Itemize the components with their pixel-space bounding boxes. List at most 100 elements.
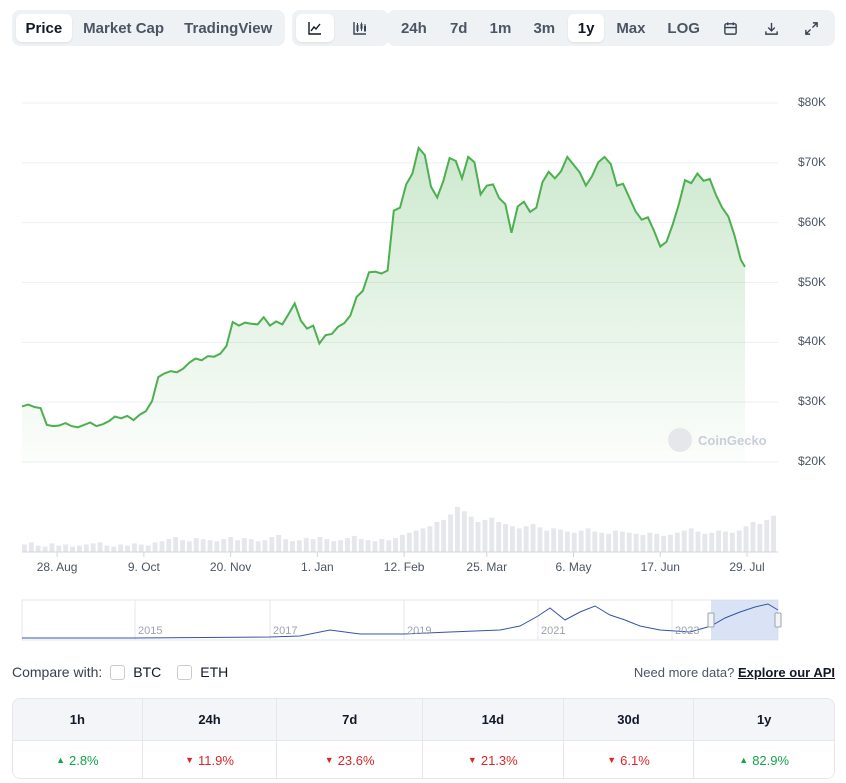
navigator-frame <box>21 599 779 641</box>
navigator-year-label: 2015 <box>138 625 163 637</box>
volume-bar <box>674 532 680 552</box>
caret-down-icon: ▼ <box>185 755 195 765</box>
tab-price[interactable]: Price <box>16 14 72 42</box>
volume-bar <box>558 529 563 552</box>
performance-percent: 21.3% <box>480 752 518 768</box>
navigator-year-label: 2023 <box>675 625 700 637</box>
volume-bar <box>482 519 488 552</box>
price-chart-svg[interactable] <box>0 60 846 650</box>
navigator-handle[interactable] <box>707 612 715 628</box>
range-log[interactable]: LOG <box>667 19 700 37</box>
compare-eth-checkbox[interactable]: ETH <box>177 664 228 680</box>
volume-bar <box>83 544 89 552</box>
volume-bar <box>400 534 405 552</box>
watermark-text: CoinGecko <box>698 432 767 448</box>
volume-bar <box>709 532 715 552</box>
chart-toolbar: Price Market Cap TradingView 24h 7d 1m 3… <box>12 10 835 46</box>
chart-type-group <box>292 10 389 46</box>
volume-bar <box>70 546 75 552</box>
navigator[interactable] <box>21 599 782 641</box>
checkbox-box[interactable] <box>177 664 193 680</box>
volume-bar <box>537 527 543 552</box>
volume-bar <box>324 539 330 552</box>
volume-bar <box>166 539 172 552</box>
price-chart[interactable]: $80K $70K $60K $50K $40K $30K $20K 28. Aug 9. O… <box>0 60 846 650</box>
caret-down-icon: ▼ <box>467 755 477 765</box>
volume-bar <box>365 540 371 552</box>
volume-bar <box>180 540 185 552</box>
explore-api-link[interactable]: Explore our API <box>737 664 835 680</box>
volume-bar <box>716 530 721 552</box>
performance-period: 24h <box>143 699 278 740</box>
volume-bar <box>503 524 508 552</box>
volume-bar <box>455 507 460 552</box>
calendar-button[interactable] <box>710 14 752 42</box>
performance-period: 1h <box>13 699 143 740</box>
volume-bar <box>214 541 220 552</box>
range-1y[interactable]: 1y <box>568 14 605 42</box>
volume-bar <box>104 545 110 552</box>
volume-bar <box>379 539 385 552</box>
coingecko-watermark: CoinGecko <box>668 428 767 452</box>
tab-market-cap[interactable]: Market Cap <box>83 19 165 37</box>
expand-button[interactable] <box>791 14 831 42</box>
volume-bar <box>351 535 357 552</box>
volume-bar <box>111 546 117 552</box>
volume-bar <box>372 541 378 552</box>
volume-bar <box>145 545 151 552</box>
volume-bar <box>475 522 481 552</box>
volume-bar <box>723 531 728 552</box>
x-tick-label: 17. Jun <box>640 560 680 574</box>
volume-bar <box>118 544 124 552</box>
volume-bar <box>255 541 261 552</box>
navigator-handle[interactable] <box>774 612 782 628</box>
download-icon <box>764 22 778 35</box>
caret-down-icon: ▼ <box>324 755 334 765</box>
compare-label: Compare with: <box>12 664 103 680</box>
x-tick-label: 28. Aug <box>36 560 78 574</box>
volume-bar <box>22 544 27 552</box>
compare-btc-checkbox[interactable]: BTC <box>110 664 161 680</box>
navigator-year-label: 2021 <box>541 625 566 637</box>
y-tick-label: $30K <box>797 394 826 409</box>
range-24h[interactable]: 24h <box>400 19 427 37</box>
line-chart-icon <box>308 22 321 35</box>
performance-period: 7d <box>277 699 423 740</box>
volume-bar <box>276 534 282 552</box>
volume-bar <box>290 541 295 552</box>
performance-period: 14d <box>423 699 564 740</box>
range-7d[interactable]: 7d <box>449 19 468 37</box>
volume-bar <box>358 539 364 552</box>
volume-bar <box>159 541 165 552</box>
candlestick-chart-button[interactable] <box>338 14 381 42</box>
volume-bar <box>56 545 62 552</box>
range-1m[interactable]: 1m <box>489 19 512 37</box>
volume-bar <box>420 528 426 552</box>
volume-bar <box>530 524 536 552</box>
volume-bar <box>564 531 570 552</box>
performance-value: ▼ 11.9% <box>143 741 278 778</box>
volume-bar <box>681 530 687 552</box>
range-3m[interactable]: 3m <box>533 19 556 37</box>
volume-bar <box>661 535 667 552</box>
x-tick-label: 20. Nov <box>209 560 252 574</box>
x-tick-label: 29. Jul <box>729 560 765 574</box>
line-chart-button[interactable] <box>296 14 334 42</box>
performance-header-row: 1h 24h 7d 14d 30d 1y <box>13 699 834 740</box>
download-button[interactable] <box>751 14 791 42</box>
volume-bar <box>331 541 337 552</box>
volume-bar <box>599 532 605 552</box>
volume-bar <box>49 543 55 552</box>
x-tick-label: 25. Mar <box>466 560 508 574</box>
volume-bar <box>317 537 323 552</box>
checkbox-box[interactable] <box>110 664 126 680</box>
volume-bar <box>125 545 130 552</box>
performance-period: 30d <box>564 699 695 740</box>
volume-bar <box>633 533 639 552</box>
range-max[interactable]: Max <box>616 19 646 37</box>
volume-bar <box>606 533 612 552</box>
tab-tradingview[interactable]: TradingView <box>184 19 273 37</box>
more-data-question: Need more data? <box>633 664 735 680</box>
volume-bars <box>22 507 778 557</box>
performance-period: 1y <box>756 712 772 727</box>
